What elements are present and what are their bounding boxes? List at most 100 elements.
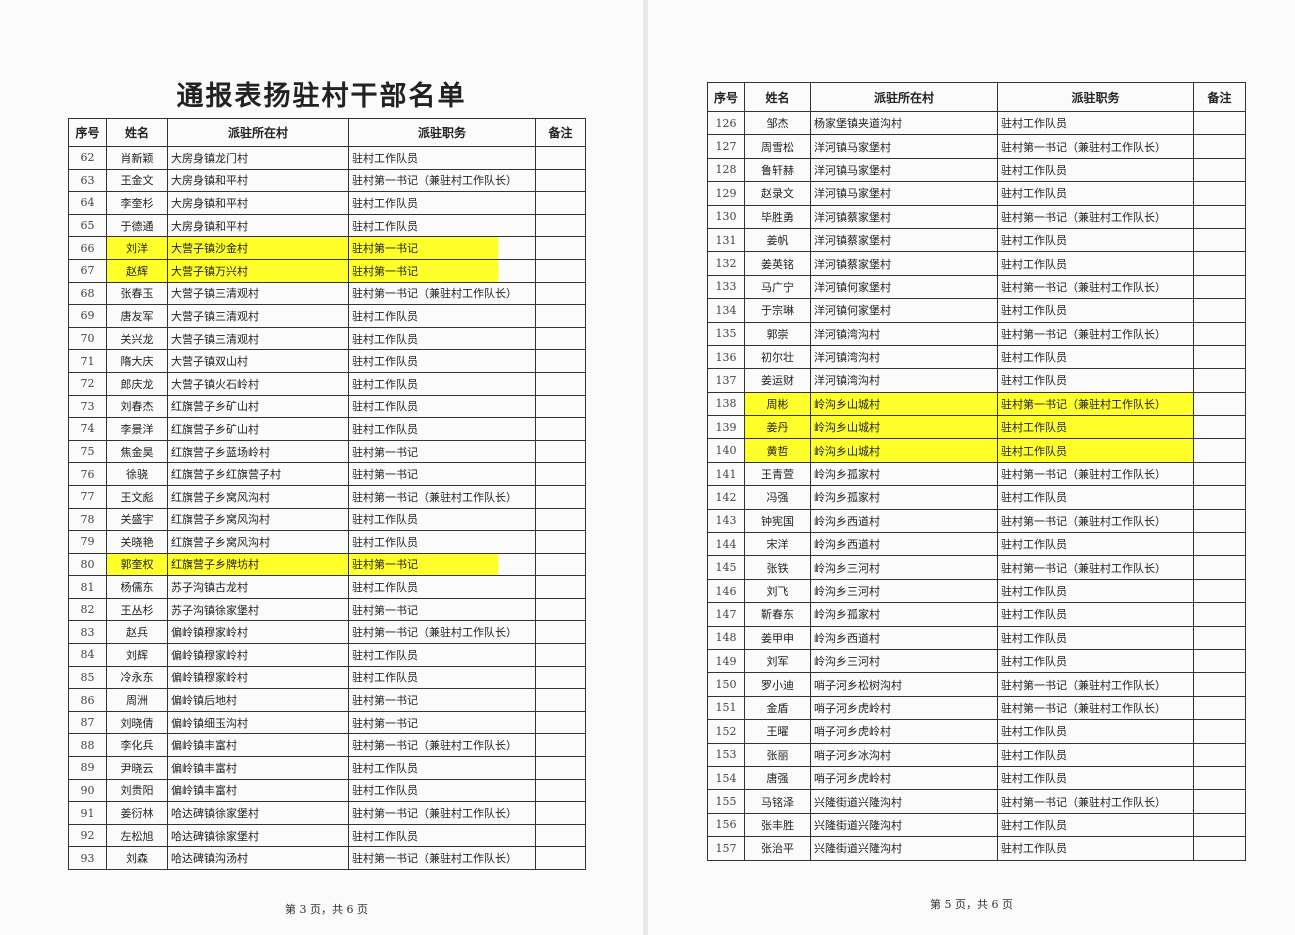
cell-village: 兴隆街道兴隆沟村 [810,836,998,861]
cell-village: 大营子镇火石岭村 [167,371,349,396]
cell-seq: 133 [707,274,745,300]
cell-note [535,507,586,532]
cell-seq: 71 [68,349,107,373]
cell-duty: 驻村第一书记（兼驻村工作队长） [997,508,1194,534]
table-row: 80 郭奎权 红旗营子乡牌坊村 驻村第一书记 [68,552,586,577]
table-row: 150 罗小迪 哨子河乡松树沟村 驻村第一书记（兼驻村工作队长） [707,672,1246,697]
cell-name: 姜帆 [744,227,811,253]
cell-village: 偏岭镇丰富村 [167,733,349,758]
cell-note [1193,461,1246,487]
cell-duty: 驻村第一书记（兼驻村工作队长） [348,801,536,825]
cell-note [535,236,586,260]
cell-seq: 148 [707,625,745,650]
cell-seq: 93 [68,846,107,870]
cell-seq: 152 [707,719,745,744]
cell-duty: 驻村工作队员 [997,227,1194,253]
cell-note [535,620,586,645]
cell-duty: 驻村第一书记（兼驻村工作队长） [348,484,536,509]
cell-name: 周雪松 [744,134,811,159]
cell-name: 关盛宇 [106,507,168,532]
cell-village: 洋河镇马家堡村 [810,157,998,183]
cell-village: 岭沟乡三河村 [810,648,998,674]
table-row: 126 邹杰 杨家堡镇夹道沟村 驻村工作队员 [707,110,1246,136]
cell-village: 大房身镇和平村 [167,191,349,215]
cell-duty: 驻村第一书记（兼驻村工作队长） [348,620,536,645]
cell-seq: 157 [707,836,745,861]
cell-name: 马铭泽 [744,789,811,814]
cell-village: 偏岭镇穆家岭村 [167,620,349,645]
cell-seq: 147 [707,602,745,627]
header-name: 姓名 [106,118,168,147]
table-row: 154 唐强 哨子河乡虎岭村 驻村工作队员 [707,765,1246,791]
cell-seq: 141 [707,461,745,487]
cell-village: 洋河镇蔡家堡村 [810,204,998,229]
table-row: 153 张丽 哨子河乡冰沟村 驻村工作队员 [707,742,1246,767]
table-row: 68 张春玉 大营子镇三清观村 驻村第一书记（兼驻村工作队长） [68,281,586,306]
cell-name: 尹晓云 [106,756,168,780]
cell-note [1193,251,1246,276]
cell-duty: 驻村工作队员 [348,643,536,667]
cell-village: 大营子镇三清观村 [167,326,349,351]
cell-seq: 85 [68,665,107,690]
cell-village: 岭沟乡西道村 [810,508,998,534]
cell-seq: 144 [707,532,745,557]
cell-name: 张丽 [744,742,811,767]
cell-name: 王金文 [106,168,168,193]
cell-note [1193,438,1246,463]
cell-village: 大营子镇三清观村 [167,281,349,306]
cell-name: 郎庆龙 [106,371,168,396]
cell-village: 洋河镇何家堡村 [810,298,998,323]
cell-note [535,484,586,509]
cell-village: 洋河镇马家堡村 [810,181,998,206]
cell-note [1193,625,1246,650]
cell-village: 偏岭镇穆家岭村 [167,665,349,690]
cell-duty: 驻村工作队员 [348,823,536,848]
cell-note [1193,672,1246,697]
cell-duty: 驻村工作队员 [997,719,1194,744]
cell-note [1193,578,1246,604]
cell-note [1193,789,1246,814]
page-footer: 第 3 页，共 6 页 [285,903,368,916]
cell-seq: 70 [68,326,107,351]
cell-duty: 驻村工作队员 [997,415,1194,440]
cell-duty: 驻村工作队员 [348,665,536,690]
table-row: 89 尹晓云 偏岭镇丰富村 驻村工作队员 [68,756,586,780]
cell-duty: 驻村第一书记 [348,258,536,283]
cell-duty: 驻村工作队员 [997,532,1194,557]
cell-name: 赵录文 [744,181,811,206]
cell-duty: 驻村工作队员 [997,344,1194,370]
table-row: 135 郭崇 洋河镇湾沟村 驻村第一书记（兼驻村工作队长） [707,321,1246,346]
table-row: 144 宋洋 岭沟乡西道村 驻村工作队员 [707,532,1246,557]
cell-note [535,710,586,735]
cell-note [535,349,586,373]
cell-note [1193,227,1246,253]
cell-note [1193,274,1246,300]
table-row: 130 毕胜勇 洋河镇蔡家堡村 驻村第一书记（兼驻村工作队长） [707,204,1246,229]
table-row: 155 马铭泽 兴隆街道兴隆沟村 驻村第一书记（兼驻村工作队长） [707,789,1246,814]
cell-note [1193,765,1246,791]
cell-note [1193,742,1246,767]
table-row: 149 刘军 岭沟乡三河村 驻村工作队员 [707,648,1246,674]
cell-name: 姜甲申 [744,625,811,650]
table-row: 147 靳春东 岭沟乡孤家村 驻村工作队员 [707,602,1246,627]
cell-seq: 80 [68,552,107,577]
cell-seq: 128 [707,157,745,183]
cell-village: 洋河镇马家堡村 [810,134,998,159]
table-row: 136 初尔壮 洋河镇湾沟村 驻村工作队员 [707,344,1246,370]
table-row: 148 姜甲申 岭沟乡西道村 驻村工作队员 [707,625,1246,650]
cell-name: 金盾 [744,695,811,721]
cell-seq: 87 [68,710,107,735]
cell-name: 赵辉 [106,258,168,283]
table-row: 86 周洲 偏岭镇后地村 驻村第一书记 [68,688,586,712]
cell-note [535,146,586,170]
cell-duty: 驻村工作队员 [997,485,1194,510]
cell-village: 红旗营子乡牌坊村 [167,552,349,577]
table-row: 82 王丛杉 苏子沟镇徐家堡村 驻村第一书记 [68,597,586,622]
cell-village: 岭沟乡西道村 [810,532,998,557]
cell-duty: 驻村第一书记 [348,597,536,622]
cell-name: 刘春杰 [106,394,168,419]
cell-note [535,439,586,464]
table-row: 152 王曜 哨子河乡虎岭村 驻村工作队员 [707,719,1246,744]
cell-seq: 64 [68,191,107,215]
cell-name: 关兴龙 [106,326,168,351]
